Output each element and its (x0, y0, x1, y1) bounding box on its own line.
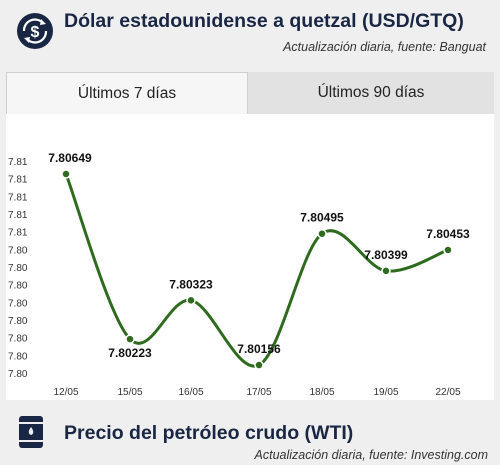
x-tick-label: 18/05 (309, 387, 334, 398)
y-tick-label: 7.80 (8, 263, 28, 274)
x-tick-label: 22/05 (435, 387, 460, 398)
x-tick-label: 12/05 (53, 387, 78, 398)
data-point[interactable] (125, 334, 135, 344)
y-tick-label: 7.80 (8, 281, 28, 292)
data-label: 7.80223 (108, 346, 152, 360)
page-title: Dólar estadounidense a quetzal (USD/GTQ) (64, 10, 464, 32)
tab-bar: Últimos 7 días Últimos 90 días (6, 72, 494, 114)
y-tick-label: 7.80 (8, 245, 28, 256)
footer: Precio del petróleo crudo (WTI) Actualiz… (0, 412, 500, 465)
header: $ Dólar estadounidense a quetzal (USD/GT… (0, 0, 500, 65)
y-tick-label: 7.80 (8, 316, 28, 327)
section-title: Precio del petróleo crudo (WTI) (64, 422, 354, 444)
y-tick-label: 7.80 (8, 369, 28, 380)
y-tick-label: 7.81 (8, 157, 28, 168)
exchange-rate-chart: 7.81 7.81 7.81 7.81 7.81 7.80 7.80 7.80 7.80 7.80… (8, 151, 470, 398)
y-tick-label: 7.80 (8, 351, 28, 362)
tab-last-90-days[interactable]: Últimos 90 días (248, 72, 494, 114)
dollar-exchange-icon: $ (17, 13, 53, 49)
data-point[interactable] (61, 169, 71, 179)
y-tick-label: 7.81 (8, 175, 28, 186)
tab-last-7-days[interactable]: Últimos 7 días (6, 72, 248, 114)
data-label: 7.80399 (364, 248, 408, 262)
chart-card: Últimos 7 días Últimos 90 días 7.81 7.81 7… (6, 72, 494, 400)
y-tick-label: 7.81 (8, 228, 28, 239)
y-tick-label: 7.81 (8, 210, 28, 221)
data-label: 7.80453 (426, 227, 470, 241)
y-tick-label: 7.80 (8, 334, 28, 345)
x-tick-label: 17/05 (246, 387, 271, 398)
data-point[interactable] (317, 228, 327, 239)
data-label: 7.80649 (48, 151, 92, 165)
data-point[interactable] (381, 266, 391, 276)
x-tick-label: 19/05 (373, 387, 398, 398)
oil-barrel-icon (19, 416, 43, 448)
section-subtitle: Actualización diaria, fuente: Investing.… (254, 448, 488, 462)
x-tick-label: 15/05 (117, 387, 142, 398)
data-point[interactable] (443, 245, 453, 255)
data-label: 7.80156 (237, 342, 281, 356)
data-point[interactable] (254, 360, 264, 370)
y-tick-label: 7.81 (8, 192, 28, 203)
page-subtitle: Actualización diaria, fuente: Banguat (283, 40, 486, 54)
x-tick-label: 16/05 (178, 387, 203, 398)
data-label: 7.80323 (169, 277, 213, 291)
svg-text:$: $ (31, 24, 40, 41)
data-point[interactable] (186, 295, 196, 306)
data-label: 7.80495 (300, 211, 344, 225)
series-line (64, 173, 449, 368)
y-tick-label: 7.80 (8, 298, 28, 309)
